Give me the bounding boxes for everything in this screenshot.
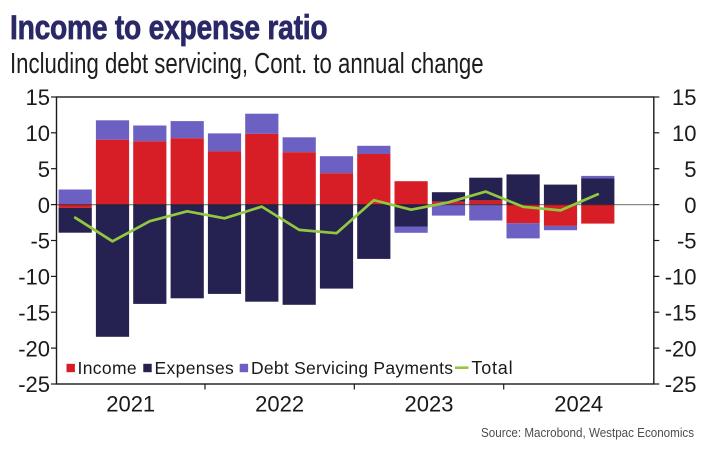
- svg-text:-10: -10: [665, 265, 697, 290]
- svg-text:-10: -10: [18, 265, 50, 290]
- svg-text:2024: 2024: [554, 392, 603, 417]
- svg-text:-5: -5: [30, 229, 50, 254]
- svg-text:-20: -20: [18, 336, 50, 361]
- svg-text:-20: -20: [665, 336, 697, 361]
- svg-text:Income: Income: [78, 358, 138, 378]
- svg-text:2023: 2023: [405, 392, 454, 417]
- svg-text:10: 10: [672, 121, 696, 146]
- svg-text:-25: -25: [665, 372, 697, 397]
- svg-text:Debt Servicing Payments: Debt Servicing Payments: [251, 358, 453, 378]
- svg-text:15: 15: [26, 85, 50, 110]
- svg-text:0: 0: [38, 193, 50, 218]
- svg-text:-15: -15: [18, 300, 50, 325]
- svg-text:5: 5: [684, 157, 696, 182]
- svg-text:-5: -5: [677, 229, 697, 254]
- svg-text:0: 0: [684, 193, 696, 218]
- svg-text:-15: -15: [665, 300, 697, 325]
- svg-text:-25: -25: [18, 372, 50, 397]
- svg-text:15: 15: [672, 85, 696, 110]
- svg-text:2021: 2021: [106, 392, 155, 417]
- svg-text:2022: 2022: [255, 392, 304, 417]
- svg-text:10: 10: [26, 121, 50, 146]
- svg-text:5: 5: [38, 157, 50, 182]
- svg-text:Expenses: Expenses: [155, 358, 235, 378]
- svg-text:Total: Total: [471, 358, 513, 378]
